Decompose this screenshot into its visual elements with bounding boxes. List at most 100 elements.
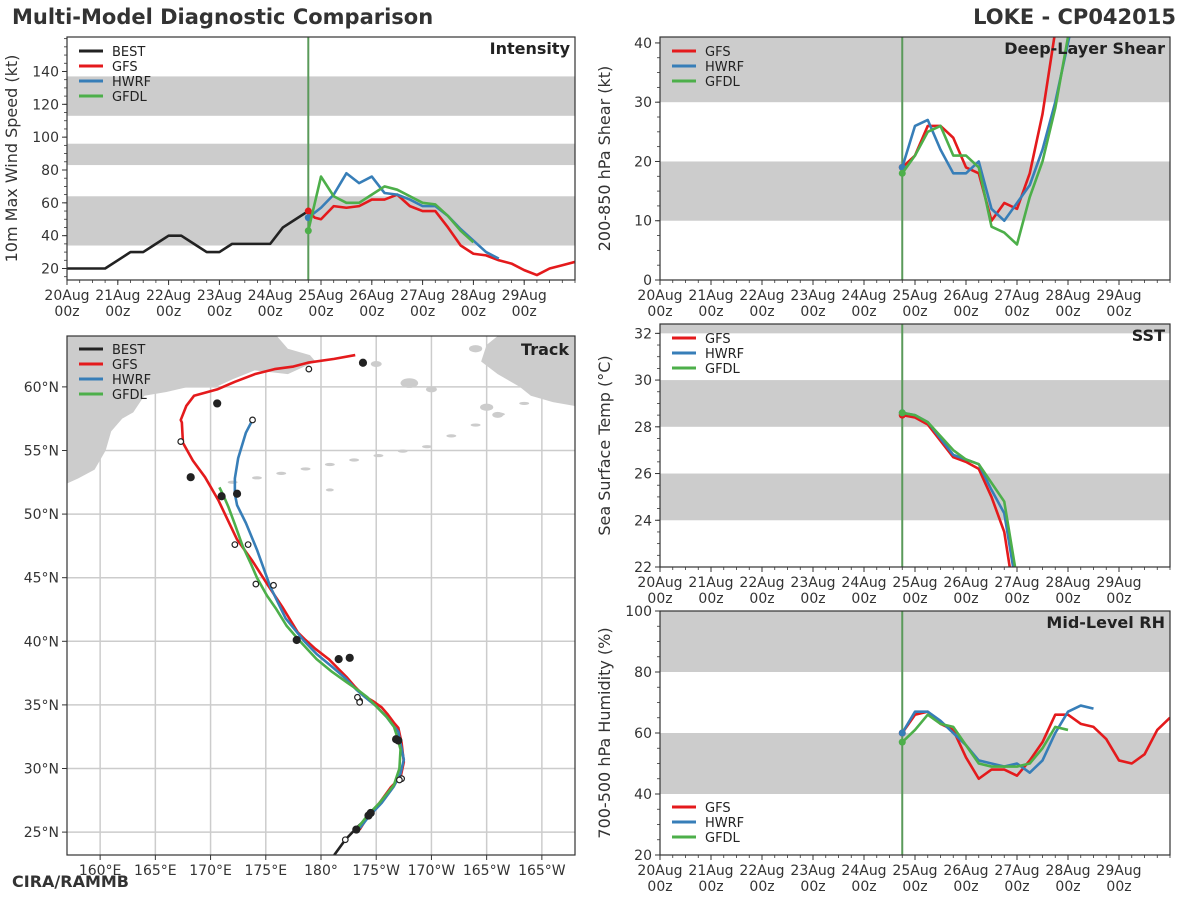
x-tick-label-hour: 00z xyxy=(461,304,486,320)
x-tick-label-date: 26Aug xyxy=(943,863,988,879)
track-marker xyxy=(244,541,252,549)
series-group xyxy=(67,171,575,277)
x-tick-label-hour: 00z xyxy=(647,591,672,607)
x-tick-label-hour: 00z xyxy=(410,304,435,320)
track-marker xyxy=(249,416,256,424)
track-marker xyxy=(252,580,260,588)
x-tick-label-hour: 00z xyxy=(953,879,978,895)
track-line-hwrf xyxy=(233,419,406,830)
y-tick-label: 40 xyxy=(41,229,59,245)
track-marker xyxy=(177,438,185,445)
lon-tick-label: 165°E xyxy=(134,863,177,879)
chart-track: 25°N 30°N 35°N 40°N 45°N 50°N 55°N 60°N 160°E 165… xyxy=(24,335,576,879)
track-clip-group xyxy=(67,336,575,855)
x-tick-label-date: 21Aug xyxy=(688,863,733,879)
y-tick-label: 60 xyxy=(634,726,652,742)
legend-label-gfs: GFS xyxy=(705,332,731,347)
threshold-band xyxy=(660,324,1170,334)
y-axis-label: 200-850 hPa Shear (kt) xyxy=(595,66,614,252)
x-tick-label-date: 25Aug xyxy=(298,288,343,304)
x-tick-label-hour: 00z xyxy=(851,591,876,607)
init-point-gfs xyxy=(304,207,312,215)
y-tick-label: 26 xyxy=(634,467,652,483)
legend-label-gfdl: GFDL xyxy=(705,75,741,90)
panel-title: Track xyxy=(521,340,569,359)
lon-tick-label: 160°E xyxy=(79,863,122,879)
x-tick-label-hour: 00z xyxy=(902,879,927,895)
land-aleutian xyxy=(325,488,334,492)
threshold-band xyxy=(660,380,1170,427)
x-tick-label-hour: 00z xyxy=(698,304,723,320)
x-tick-label-date: 24Aug xyxy=(841,863,886,879)
threshold-band xyxy=(67,76,575,116)
legend-label-gfs: GFS xyxy=(705,45,731,60)
track-marker xyxy=(217,492,226,501)
land-aleutian xyxy=(349,458,360,462)
series-group xyxy=(898,409,1017,567)
land-aleutian xyxy=(276,471,287,475)
series-line-gfdl xyxy=(307,175,475,244)
x-tick-label-date: 26Aug xyxy=(349,288,394,304)
x-tick-label-hour: 00z xyxy=(953,304,978,320)
x-tick-label-date: 22Aug xyxy=(739,288,784,304)
lon-tick-label: 165°W xyxy=(463,863,511,879)
x-tick-label-hour: 00z xyxy=(902,591,927,607)
x-tick-label-hour: 00z xyxy=(800,304,825,320)
x-tick-label-date: 28Aug xyxy=(451,288,496,304)
threshold-band xyxy=(660,611,1170,672)
chart-sst: 22242628303220Aug00z21Aug00z22Aug00z23Au… xyxy=(595,323,1171,607)
x-tick-label-hour: 00z xyxy=(698,591,723,607)
y-tick-label: 30 xyxy=(634,373,652,389)
lat-tick-label: 60°N xyxy=(24,380,59,396)
lon-tick-label: 175°E xyxy=(244,863,287,879)
x-tick-label-hour: 00z xyxy=(902,304,927,320)
panel-title: Deep-Layer Shear xyxy=(1004,39,1165,58)
y-axis-label: 10m Max Wind Speed (kt) xyxy=(2,55,21,263)
y-tick-label: 20 xyxy=(634,154,652,170)
y-tick-label: 22 xyxy=(634,560,652,576)
series-line-best xyxy=(67,209,310,270)
x-tick-label-hour: 00z xyxy=(1004,591,1029,607)
x-tick-label-hour: 00z xyxy=(1106,879,1131,895)
series-group xyxy=(898,37,1071,246)
threshold-band xyxy=(660,473,1170,521)
init-point-gfdl xyxy=(898,409,906,417)
x-tick-label-hour: 00z xyxy=(698,879,723,895)
track-marker xyxy=(366,808,375,818)
x-tick-label-date: 20Aug xyxy=(44,288,89,304)
track-line-gfs xyxy=(179,353,406,831)
y-tick-label: 32 xyxy=(634,326,652,342)
x-tick-label-date: 20Aug xyxy=(637,863,682,879)
series-line-hwrf xyxy=(901,704,1094,774)
y-tick-label: 60 xyxy=(41,196,59,212)
series-line-gfs xyxy=(902,413,1012,567)
x-tick-label-hour: 00z xyxy=(851,304,876,320)
x-tick-label-hour: 00z xyxy=(749,879,774,895)
x-tick-label-hour: 00z xyxy=(1055,879,1080,895)
lat-tick-label: 35°N xyxy=(24,698,59,714)
x-tick-label-date: 20Aug xyxy=(637,288,682,304)
x-tick-label-hour: 00z xyxy=(953,591,978,607)
x-tick-label-date: 28Aug xyxy=(1045,288,1090,304)
track-marker xyxy=(231,541,239,549)
x-tick-label-hour: 00z xyxy=(1106,591,1131,607)
legend-label-hwrf: HWRF xyxy=(705,347,744,362)
track-marker xyxy=(270,581,277,589)
y-tick-label: 120 xyxy=(32,97,59,113)
lat-tick-label: 55°N xyxy=(24,443,59,459)
y-tick-label: 100 xyxy=(32,130,59,146)
init-point-gfdl xyxy=(898,169,906,177)
x-tick-label-hour: 00z xyxy=(258,304,283,320)
storm-id: LOKE - CP042015 xyxy=(973,5,1176,29)
chart-rh: 2040608010020Aug00z21Aug00z22Aug00z23Aug… xyxy=(595,604,1171,895)
series-line-gfdl xyxy=(901,713,1069,768)
x-tick-label-date: 29Aug xyxy=(1096,863,1141,879)
init-point-gfdl xyxy=(898,738,906,746)
y-tick-label: 0 xyxy=(643,273,652,289)
land-island xyxy=(400,378,419,388)
legend-label-best: BEST xyxy=(112,45,145,60)
x-tick-label-date: 28Aug xyxy=(1045,863,1090,879)
x-tick-label-hour: 00z xyxy=(800,879,825,895)
x-tick-label-hour: 00z xyxy=(1055,591,1080,607)
